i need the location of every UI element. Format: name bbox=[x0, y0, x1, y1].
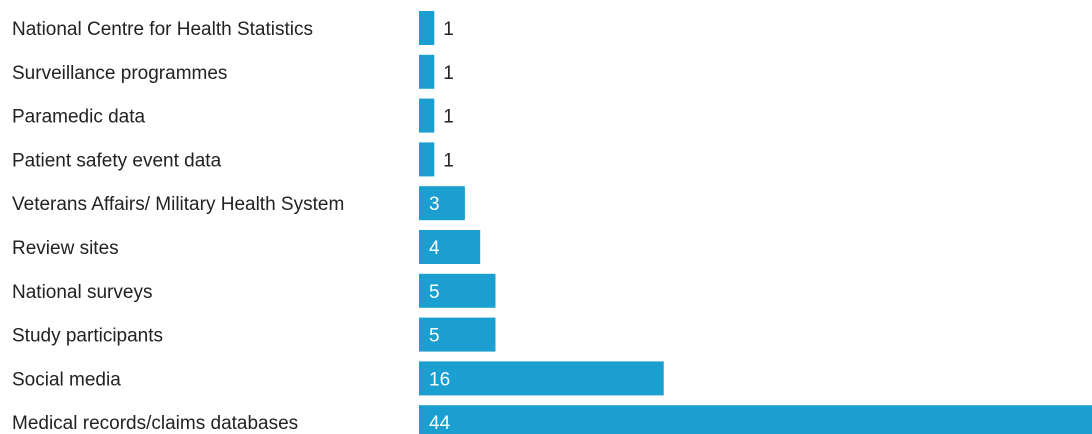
bar bbox=[419, 273, 496, 308]
value-label: 1 bbox=[443, 63, 454, 84]
category-label: National surveys bbox=[12, 282, 152, 303]
bar-row: Social media 16 bbox=[12, 361, 664, 396]
category-label: Patient safety event data bbox=[12, 150, 222, 171]
category-label: Social media bbox=[12, 369, 121, 390]
category-label: Medical records/claims databases bbox=[12, 413, 298, 434]
bar-row: Paramedic data 1 bbox=[12, 98, 454, 133]
value-label: 3 bbox=[429, 194, 440, 215]
value-label: 16 bbox=[429, 369, 450, 390]
bar bbox=[419, 54, 435, 89]
bar bbox=[419, 11, 435, 45]
bar bbox=[419, 186, 465, 221]
value-label: 1 bbox=[443, 150, 454, 171]
bar-row: National Centre for Health Statistics 1 bbox=[12, 11, 454, 45]
bar bbox=[419, 405, 1092, 434]
bar-row: Veterans Affairs/ Military Health System… bbox=[12, 186, 465, 221]
bar-row: Review sites 4 bbox=[12, 230, 481, 264]
bar bbox=[419, 317, 496, 352]
value-label: 1 bbox=[443, 107, 454, 128]
value-label: 4 bbox=[429, 238, 440, 259]
bar-row: Study participants 5 bbox=[12, 317, 496, 352]
value-label: 1 bbox=[443, 19, 454, 40]
bar-row: Surveillance programmes 1 bbox=[12, 54, 454, 89]
value-label: 5 bbox=[429, 326, 440, 347]
value-label: 5 bbox=[429, 282, 440, 303]
bar-row: Medical records/claims databases 44 bbox=[12, 405, 1092, 434]
bar-row: National surveys 5 bbox=[12, 273, 496, 308]
category-label: Study participants bbox=[12, 326, 163, 347]
category-label: Paramedic data bbox=[12, 107, 146, 128]
bar bbox=[419, 230, 481, 264]
category-label: National Centre for Health Statistics bbox=[12, 19, 313, 40]
category-label: Surveillance programmes bbox=[12, 63, 227, 84]
bar bbox=[419, 361, 664, 396]
bar-row: Patient safety event data 1 bbox=[12, 142, 454, 177]
bar bbox=[419, 98, 435, 133]
category-label: Veterans Affairs/ Military Health System bbox=[12, 194, 344, 215]
bar bbox=[419, 142, 435, 177]
category-label: Review sites bbox=[12, 238, 119, 259]
value-label: 44 bbox=[429, 413, 451, 434]
